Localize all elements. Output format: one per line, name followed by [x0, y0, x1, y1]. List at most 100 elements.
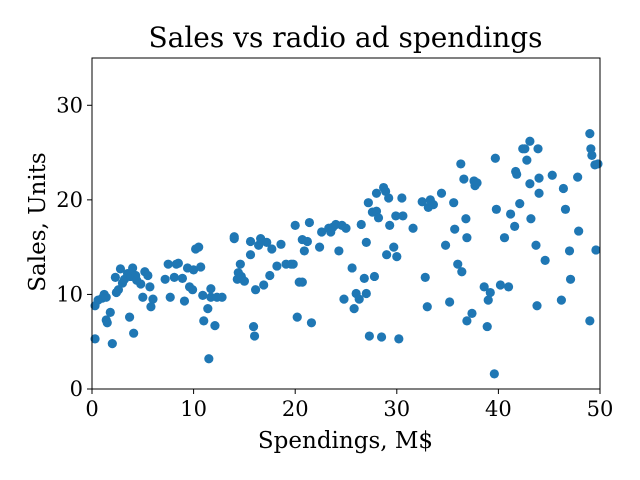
data-point	[495, 280, 506, 290]
data-point	[262, 237, 272, 248]
data-point	[450, 224, 460, 234]
data-point	[565, 274, 576, 284]
data-point	[531, 240, 541, 250]
data-point	[392, 252, 402, 262]
data-point	[512, 169, 522, 179]
data-point	[585, 129, 595, 139]
data-point	[384, 193, 394, 203]
data-point	[199, 316, 209, 326]
y-tick-label: 10	[56, 282, 83, 306]
data-point	[483, 295, 493, 305]
data-point	[288, 259, 298, 269]
data-point	[196, 262, 206, 272]
data-point	[146, 302, 156, 312]
data-point	[110, 272, 120, 283]
data-point	[489, 369, 499, 379]
axes-frame	[91, 57, 601, 390]
data-point	[235, 259, 245, 269]
data-point	[160, 274, 170, 284]
data-point	[385, 220, 395, 230]
data-point	[292, 312, 302, 322]
data-point	[101, 292, 111, 302]
data-point	[534, 188, 544, 198]
data-point	[163, 259, 173, 269]
data-point	[453, 259, 463, 269]
data-point	[574, 226, 584, 236]
data-point	[204, 354, 214, 364]
x-axis-label: Spendings, M$	[258, 428, 433, 454]
data-point	[124, 312, 135, 322]
data-point	[304, 217, 315, 228]
data-point	[115, 264, 126, 274]
data-point	[505, 209, 516, 219]
data-point	[420, 272, 430, 283]
data-point	[417, 197, 427, 207]
data-point	[306, 318, 317, 328]
data-point	[540, 255, 550, 265]
data-point	[334, 246, 344, 256]
data-point	[356, 219, 366, 230]
data-point	[189, 265, 199, 275]
data-point	[456, 159, 466, 169]
data-point	[564, 246, 575, 256]
data-point	[533, 144, 543, 154]
data-point	[245, 250, 256, 260]
data-point	[558, 183, 569, 194]
data-point	[587, 150, 597, 161]
data-point	[376, 332, 387, 342]
data-point	[267, 244, 277, 254]
data-point	[467, 308, 477, 318]
data-point	[499, 233, 510, 243]
data-point	[382, 250, 392, 260]
data-point	[398, 211, 408, 221]
x-tick-label: 40	[485, 397, 512, 421]
data-point	[591, 245, 601, 255]
data-point	[371, 188, 382, 198]
data-point	[485, 287, 495, 298]
data-point	[179, 296, 190, 306]
data-point	[391, 211, 401, 221]
data-point	[317, 227, 327, 237]
data-point	[560, 204, 571, 214]
x-tick-label: 0	[85, 397, 98, 421]
data-point	[515, 199, 525, 209]
data-point	[363, 198, 373, 208]
data-point	[290, 220, 300, 230]
data-point	[532, 301, 542, 311]
data-point	[102, 318, 112, 328]
data-point	[177, 273, 188, 283]
data-point	[525, 136, 535, 146]
data-point	[203, 304, 213, 314]
data-point	[239, 276, 249, 286]
data-point	[217, 292, 227, 302]
data-point	[347, 263, 357, 273]
data-point	[206, 284, 216, 294]
data-point	[459, 174, 469, 184]
data-point	[462, 233, 472, 243]
data-point	[138, 292, 148, 302]
data-point	[198, 290, 208, 300]
data-point	[314, 242, 325, 252]
data-point	[520, 144, 530, 154]
data-point	[354, 294, 364, 304]
chart-title: Sales vs radio ad spendings	[148, 21, 542, 54]
data-point	[302, 236, 312, 247]
data-point	[349, 304, 359, 314]
data-point	[129, 328, 139, 338]
data-point	[556, 295, 566, 305]
data-point	[105, 307, 115, 317]
y-tick-label: 20	[56, 188, 83, 212]
data-point	[593, 159, 603, 169]
data-point	[169, 272, 179, 283]
x-tick-label: 50	[587, 397, 614, 421]
data-point	[136, 279, 146, 289]
data-points	[90, 129, 603, 379]
data-point	[128, 263, 138, 273]
data-point	[394, 334, 404, 344]
data-point	[272, 261, 282, 271]
data-point	[373, 213, 384, 223]
data-point	[339, 294, 349, 304]
data-point	[457, 267, 467, 277]
